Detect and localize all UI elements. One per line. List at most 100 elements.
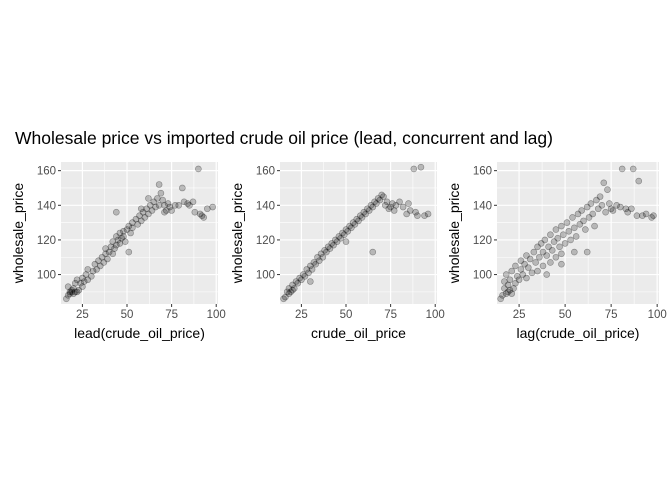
data-point (543, 252, 551, 259)
data-point (534, 267, 541, 275)
data-point (607, 205, 615, 213)
data-point (360, 208, 368, 216)
data-point (77, 279, 84, 287)
panel-background (280, 162, 437, 304)
data-point (572, 233, 580, 240)
data-point (324, 243, 332, 251)
data-point (289, 286, 296, 294)
data-point (349, 219, 357, 226)
data-point (545, 243, 552, 251)
data-point (582, 226, 589, 233)
x-tick-label: 50 (121, 309, 134, 321)
data-point (342, 238, 350, 245)
data-point (200, 214, 208, 221)
data-point (298, 276, 305, 284)
data-point (154, 195, 161, 202)
data-point (289, 281, 296, 289)
y-tick-label: 140 (37, 200, 56, 212)
data-point (157, 189, 165, 197)
data-point (543, 271, 551, 278)
data-point (558, 250, 565, 258)
scatter-panel-2: 25 50 75 100 100 120 140 160 crude_oil_price whol… (229, 162, 445, 341)
data-point (536, 253, 543, 261)
data-point (504, 281, 512, 289)
data-point (369, 248, 377, 256)
data-point (501, 278, 508, 285)
data-point (161, 208, 168, 216)
x-axis-title: lag(crude_oil_price) (517, 325, 640, 341)
data-point (373, 200, 380, 207)
data-point (355, 217, 362, 225)
data-point (510, 285, 517, 292)
data-point (204, 205, 211, 213)
data-point (351, 221, 359, 228)
data-point (314, 253, 321, 261)
data-point (123, 226, 131, 233)
data-point (337, 234, 344, 242)
data-point (617, 203, 624, 211)
data-point (512, 262, 519, 270)
data-point (362, 210, 369, 218)
data-point (405, 200, 412, 207)
data-point (159, 196, 166, 204)
x-tick-label: 50 (559, 309, 572, 321)
data-point (364, 205, 371, 213)
y-tick-label: 160 (37, 166, 56, 178)
data-point (596, 193, 604, 200)
data-point (650, 212, 657, 219)
data-point (583, 248, 591, 256)
data-point (104, 255, 111, 263)
data-point (121, 238, 129, 245)
data-point (280, 295, 287, 303)
data-point (109, 238, 117, 245)
data-point (563, 219, 571, 226)
data-point (381, 201, 389, 209)
data-point (622, 205, 630, 213)
x-axis-title: lead(crude_oil_price) (74, 325, 205, 341)
data-point (290, 285, 298, 292)
data-point (120, 233, 127, 240)
data-point (66, 290, 74, 297)
data-point (424, 210, 432, 218)
data-point (567, 236, 574, 244)
data-point (585, 214, 593, 221)
data-point (389, 200, 396, 207)
data-point (125, 248, 133, 256)
data-point (587, 200, 595, 207)
data-point (348, 224, 355, 232)
data-point (137, 205, 145, 213)
data-point (307, 262, 314, 270)
y-tick-label: 100 (473, 270, 492, 282)
data-point (296, 274, 303, 282)
data-point (618, 165, 626, 173)
data-point (519, 271, 527, 278)
data-point (605, 200, 613, 207)
data-point (512, 279, 519, 287)
data-point (390, 207, 398, 214)
data-point (82, 271, 90, 278)
data-point (561, 240, 569, 247)
data-point (559, 231, 567, 239)
data-point (198, 212, 206, 219)
data-point (105, 248, 113, 256)
data-point (134, 221, 142, 228)
data-point (102, 250, 109, 258)
data-point (143, 205, 150, 213)
data-point (346, 222, 353, 230)
data-point (380, 193, 387, 200)
data-point (376, 196, 384, 204)
data-point (162, 207, 170, 214)
data-point (517, 257, 525, 265)
data-point (594, 205, 602, 213)
data-point (125, 222, 133, 230)
data-point (628, 205, 635, 213)
data-point (299, 271, 307, 278)
data-point (116, 229, 124, 237)
data-point (80, 278, 88, 285)
data-point (589, 210, 597, 218)
data-point (602, 208, 609, 216)
data-point (547, 231, 554, 239)
data-point (513, 272, 521, 280)
x-tick-label: 75 (605, 309, 618, 321)
data-point (508, 290, 516, 297)
